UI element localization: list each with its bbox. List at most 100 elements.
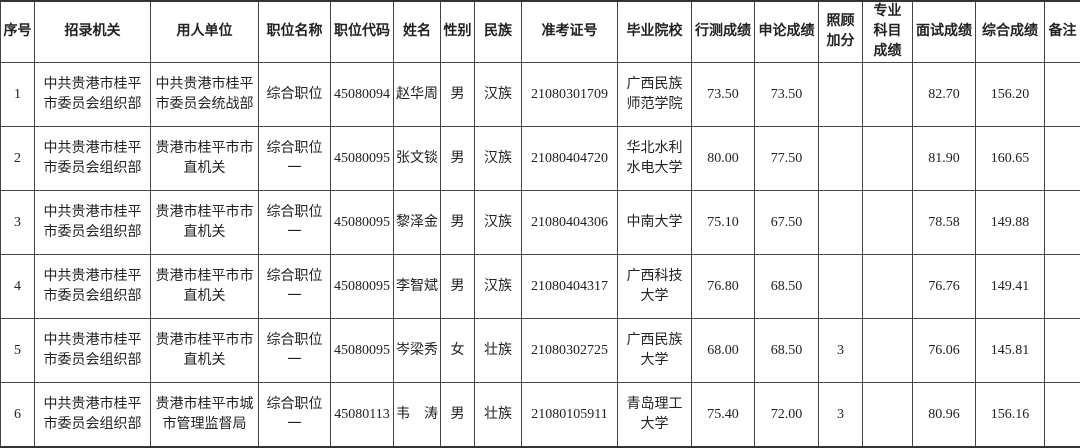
cell-employer: 贵港市桂平市城市管理监督局: [151, 383, 259, 448]
cell-recruiting-agency: 中共贵港市桂平市委员会组织部: [35, 255, 151, 319]
cell-position-code: 45080095: [331, 191, 394, 255]
cell-recruiting-agency: 中共贵港市桂平市委员会组织部: [35, 191, 151, 255]
cell-recruiting-agency: 中共贵港市桂平市委员会组织部: [35, 319, 151, 383]
cell-school: 广西民族大学: [618, 319, 692, 383]
cell-bonus-points: [819, 191, 863, 255]
cell-essay-score: 68.50: [755, 319, 819, 383]
cell-position-code: 45080113: [331, 383, 394, 448]
cell-name: 岑梁秀: [394, 319, 441, 383]
header-interview-score: 面试成绩: [913, 1, 976, 63]
cell-employer: 贵港市桂平市市直机关: [151, 127, 259, 191]
header-employer: 用人单位: [151, 1, 259, 63]
header-remarks: 备注: [1045, 1, 1080, 63]
cell-aptitude-score: 75.40: [692, 383, 755, 448]
cell-seq: 4: [1, 255, 35, 319]
cell-name: 李智斌: [394, 255, 441, 319]
cell-school: 青岛理工大学: [618, 383, 692, 448]
cell-professional-score: [863, 255, 913, 319]
cell-seq: 6: [1, 383, 35, 448]
cell-ethnicity: 汉族: [475, 127, 522, 191]
header-position-name: 职位名称: [259, 1, 331, 63]
cell-gender: 男: [441, 383, 475, 448]
cell-remarks: [1045, 127, 1080, 191]
cell-total-score: 149.41: [976, 255, 1045, 319]
cell-ethnicity: 壮族: [475, 383, 522, 448]
cell-position-code: 45080094: [331, 63, 394, 127]
cell-aptitude-score: 80.00: [692, 127, 755, 191]
cell-gender: 女: [441, 319, 475, 383]
cell-essay-score: 72.00: [755, 383, 819, 448]
cell-interview-score: 82.70: [913, 63, 976, 127]
header-total-score: 综合成绩: [976, 1, 1045, 63]
cell-name: 黎泽金: [394, 191, 441, 255]
header-exam-id: 准考证号: [522, 1, 618, 63]
cell-remarks: [1045, 191, 1080, 255]
cell-exam-id: 21080105911: [522, 383, 618, 448]
cell-total-score: 156.16: [976, 383, 1045, 448]
cell-aptitude-score: 73.50: [692, 63, 755, 127]
cell-position-name: 综合职位一: [259, 255, 331, 319]
cell-position-name: 综合职位一: [259, 319, 331, 383]
header-position-code: 职位代码: [331, 1, 394, 63]
cell-professional-score: [863, 191, 913, 255]
cell-remarks: [1045, 255, 1080, 319]
cell-name: 韦 涛: [394, 383, 441, 448]
cell-name: 赵华周: [394, 63, 441, 127]
cell-gender: 男: [441, 63, 475, 127]
cell-recruiting-agency: 中共贵港市桂平市委员会组织部: [35, 127, 151, 191]
cell-essay-score: 73.50: [755, 63, 819, 127]
header-row: 序号招录机关用人单位职位名称职位代码姓名性别民族准考证号毕业院校行测成绩申论成绩…: [1, 1, 1080, 63]
cell-exam-id: 21080404306: [522, 191, 618, 255]
cell-position-name: 综合职位: [259, 63, 331, 127]
cell-employer: 贵港市桂平市市直机关: [151, 255, 259, 319]
cell-total-score: 156.20: [976, 63, 1045, 127]
cell-aptitude-score: 75.10: [692, 191, 755, 255]
cell-bonus-points: 3: [819, 319, 863, 383]
cell-employer: 贵港市桂平市市直机关: [151, 319, 259, 383]
cell-school: 中南大学: [618, 191, 692, 255]
header-ethnicity: 民族: [475, 1, 522, 63]
cell-professional-score: [863, 319, 913, 383]
cell-interview-score: 80.96: [913, 383, 976, 448]
cell-gender: 男: [441, 255, 475, 319]
cell-professional-score: [863, 127, 913, 191]
cell-school: 广西科技大学: [618, 255, 692, 319]
cell-seq: 2: [1, 127, 35, 191]
cell-exam-id: 21080404720: [522, 127, 618, 191]
cell-position-name: 综合职位一: [259, 191, 331, 255]
header-aptitude-score: 行测成绩: [692, 1, 755, 63]
header-name: 姓名: [394, 1, 441, 63]
cell-essay-score: 67.50: [755, 191, 819, 255]
cell-essay-score: 77.50: [755, 127, 819, 191]
cell-position-name: 综合职位一: [259, 127, 331, 191]
cell-seq: 1: [1, 63, 35, 127]
cell-name: 张文锬: [394, 127, 441, 191]
cell-bonus-points: [819, 127, 863, 191]
cell-remarks: [1045, 319, 1080, 383]
cell-remarks: [1045, 383, 1080, 448]
cell-total-score: 145.81: [976, 319, 1045, 383]
cell-employer: 中共贵港市桂平市委员会统战部: [151, 63, 259, 127]
cell-professional-score: [863, 383, 913, 448]
cell-exam-id: 21080404317: [522, 255, 618, 319]
cell-position-code: 45080095: [331, 127, 394, 191]
cell-ethnicity: 汉族: [475, 63, 522, 127]
cell-bonus-points: 3: [819, 383, 863, 448]
cell-interview-score: 76.76: [913, 255, 976, 319]
cell-interview-score: 81.90: [913, 127, 976, 191]
cell-recruiting-agency: 中共贵港市桂平市委员会组织部: [35, 63, 151, 127]
header-school: 毕业院校: [618, 1, 692, 63]
cell-total-score: 160.65: [976, 127, 1045, 191]
cell-ethnicity: 壮族: [475, 319, 522, 383]
cell-aptitude-score: 68.00: [692, 319, 755, 383]
cell-seq: 3: [1, 191, 35, 255]
cell-position-code: 45080095: [331, 255, 394, 319]
cell-bonus-points: [819, 255, 863, 319]
cell-employer: 贵港市桂平市市直机关: [151, 191, 259, 255]
header-gender: 性别: [441, 1, 475, 63]
cell-ethnicity: 汉族: [475, 191, 522, 255]
cell-total-score: 149.88: [976, 191, 1045, 255]
